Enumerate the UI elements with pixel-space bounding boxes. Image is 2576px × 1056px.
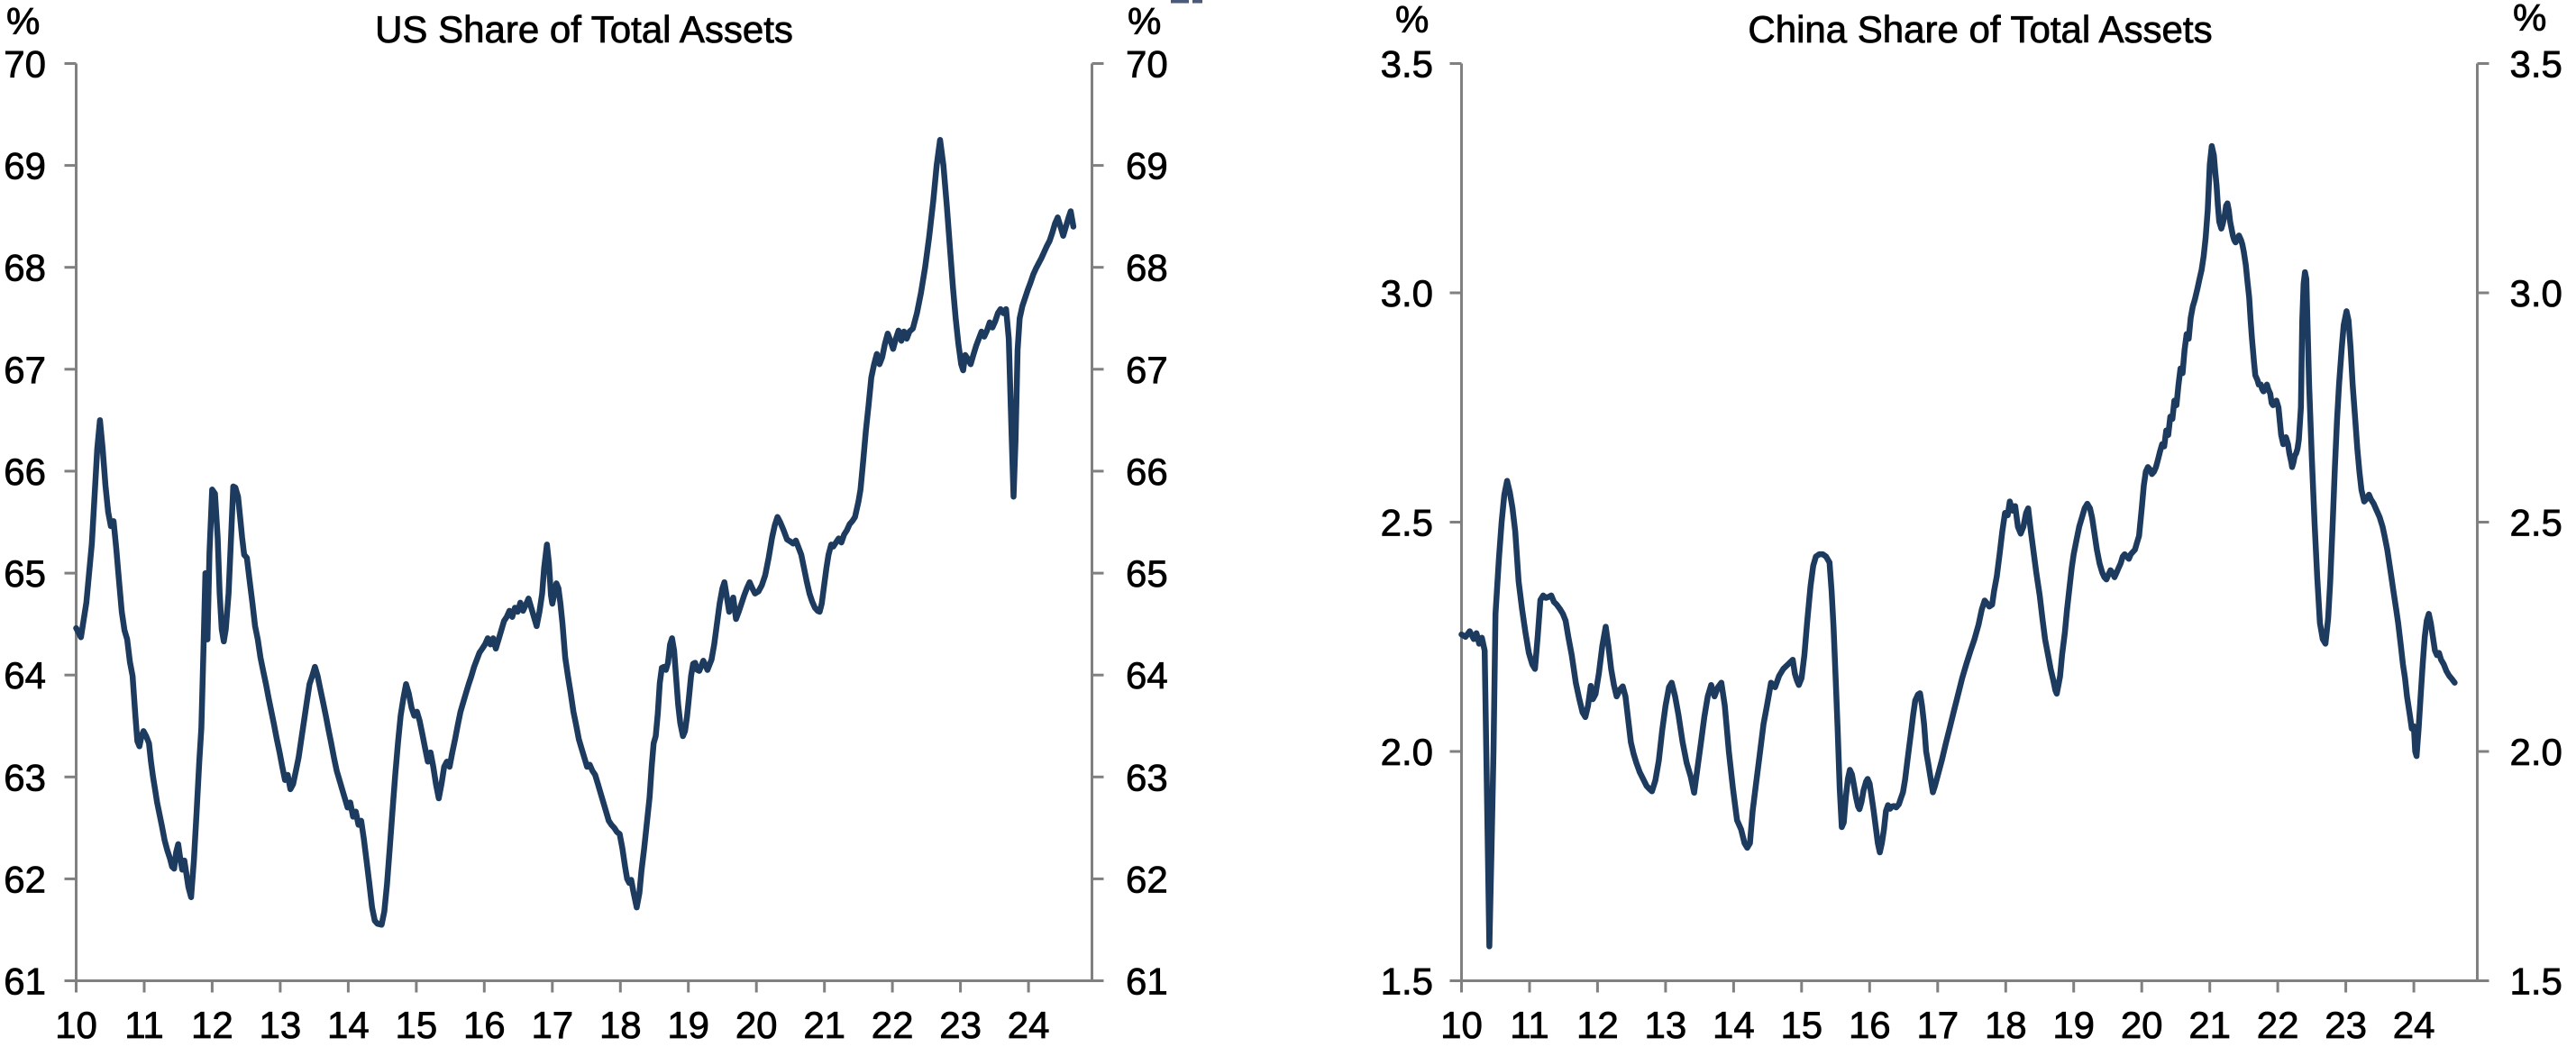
svg-text:%: %: [6, 0, 40, 42]
svg-text:67: 67: [1126, 349, 1168, 391]
svg-text:24: 24: [2393, 1004, 2435, 1046]
svg-text:1.5: 1.5: [1381, 960, 1433, 1003]
svg-text:18: 18: [1985, 1004, 2027, 1046]
svg-text:62: 62: [1126, 858, 1168, 900]
svg-text:2.5: 2.5: [1381, 502, 1433, 544]
svg-text:1.5: 1.5: [2510, 960, 2562, 1003]
svg-text:65: 65: [1126, 552, 1168, 595]
svg-text:61: 61: [1126, 960, 1168, 1003]
svg-text:%: %: [2513, 0, 2546, 39]
svg-text:14: 14: [1713, 1004, 1755, 1046]
svg-text:69: 69: [4, 145, 46, 187]
svg-text:65: 65: [4, 552, 46, 595]
svg-text:23: 23: [2325, 1004, 2367, 1046]
svg-text:3.5: 3.5: [2510, 43, 2562, 86]
svg-text:12: 12: [1576, 1004, 1619, 1046]
svg-text:3.5: 3.5: [1381, 43, 1433, 86]
svg-text:13: 13: [1645, 1004, 1687, 1046]
svg-text:15: 15: [396, 1004, 438, 1046]
svg-text:21: 21: [2188, 1004, 2231, 1046]
svg-text:22: 22: [872, 1004, 914, 1046]
svg-text:16: 16: [1849, 1004, 1891, 1046]
svg-text:23: 23: [939, 1004, 982, 1046]
svg-text:64: 64: [4, 654, 46, 696]
svg-text:63: 63: [4, 756, 46, 798]
svg-text:17: 17: [1916, 1004, 1959, 1046]
svg-text:3.0: 3.0: [1381, 272, 1433, 314]
svg-text:61: 61: [4, 960, 46, 1003]
svg-text:68: 68: [4, 247, 46, 289]
svg-text:10: 10: [55, 1004, 97, 1046]
svg-text:64: 64: [1126, 654, 1168, 696]
svg-text:20: 20: [735, 1004, 778, 1046]
svg-text:18: 18: [599, 1004, 642, 1046]
svg-text:14: 14: [327, 1004, 370, 1046]
svg-text:22: 22: [2257, 1004, 2299, 1046]
svg-text:2.5: 2.5: [2510, 502, 2562, 544]
svg-text:16: 16: [463, 1004, 506, 1046]
svg-text:2.0: 2.0: [1381, 731, 1433, 773]
svg-text:24: 24: [1008, 1004, 1050, 1046]
svg-text:68: 68: [1126, 247, 1168, 289]
svg-text:19: 19: [667, 1004, 709, 1046]
svg-text:70: 70: [1126, 43, 1168, 86]
svg-text:15: 15: [1780, 1004, 1822, 1046]
svg-text:China Share of Total Assets: China Share of Total Assets: [1748, 8, 2212, 50]
svg-text:2.0: 2.0: [2510, 731, 2562, 773]
svg-text:11: 11: [124, 1004, 164, 1046]
svg-text:66: 66: [1126, 451, 1168, 493]
svg-text:10: 10: [1440, 1004, 1483, 1046]
svg-text:70: 70: [4, 43, 46, 86]
svg-text:3.0: 3.0: [2510, 272, 2562, 314]
svg-text:66: 66: [4, 451, 46, 493]
svg-text:12: 12: [191, 1004, 233, 1046]
svg-text:20: 20: [2121, 1004, 2163, 1046]
svg-text:69: 69: [1126, 145, 1168, 187]
svg-text:21: 21: [803, 1004, 845, 1046]
svg-text:11: 11: [1510, 1004, 1549, 1046]
svg-text:13: 13: [260, 1004, 302, 1046]
svg-text:%: %: [1395, 0, 1429, 41]
svg-text:US Share of Total Assets: US Share of Total Assets: [375, 8, 793, 50]
svg-text:63: 63: [1126, 756, 1168, 798]
svg-text:17: 17: [531, 1004, 573, 1046]
svg-text:%: %: [1128, 0, 1161, 42]
svg-text:19: 19: [2052, 1004, 2095, 1046]
svg-text:62: 62: [4, 858, 46, 900]
svg-text:67: 67: [4, 349, 46, 391]
